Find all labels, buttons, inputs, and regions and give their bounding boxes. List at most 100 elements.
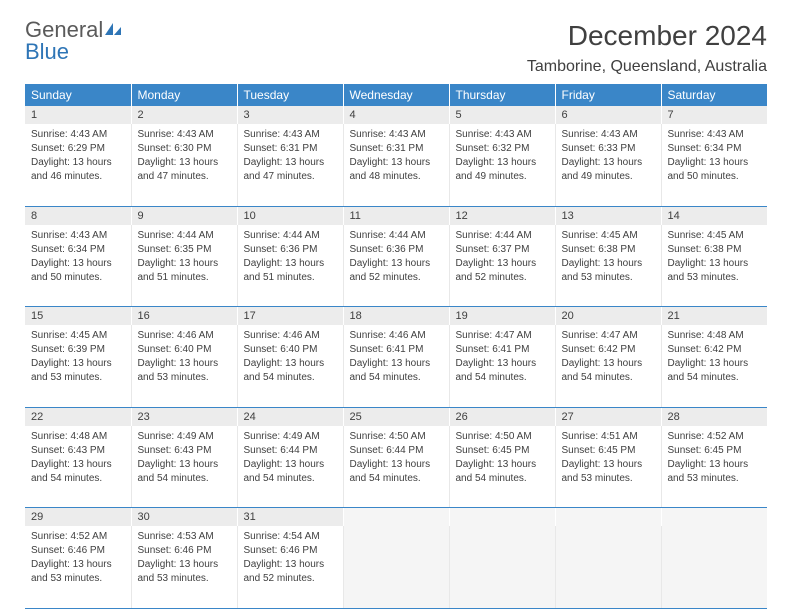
day-number: 3 xyxy=(237,106,343,124)
day-number xyxy=(449,508,555,527)
day-number: 27 xyxy=(555,407,661,426)
sunset-line: Sunset: 6:46 PM xyxy=(31,544,125,558)
week-0-daynum-row: 1234567 xyxy=(25,106,767,124)
day-cell: Sunrise: 4:53 AMSunset: 6:46 PMDaylight:… xyxy=(131,526,237,608)
calendar-table: Sunday Monday Tuesday Wednesday Thursday… xyxy=(25,84,767,609)
sunrise-line: Sunrise: 4:45 AM xyxy=(668,229,762,243)
day-number: 22 xyxy=(25,407,131,426)
sunset-line: Sunset: 6:45 PM xyxy=(562,444,655,458)
day-number xyxy=(661,508,767,527)
day-cell xyxy=(343,526,449,608)
sunset-line: Sunset: 6:31 PM xyxy=(244,142,337,156)
day-cell: Sunrise: 4:45 AMSunset: 6:39 PMDaylight:… xyxy=(25,325,131,407)
sunset-line: Sunset: 6:38 PM xyxy=(562,243,655,257)
sunrise-line: Sunrise: 4:44 AM xyxy=(244,229,337,243)
week-1-daynum-row: 891011121314 xyxy=(25,206,767,225)
day-cell: Sunrise: 4:52 AMSunset: 6:46 PMDaylight:… xyxy=(25,526,131,608)
day-number xyxy=(555,508,661,527)
daylight-line: Daylight: 13 hours and 52 minutes. xyxy=(350,257,443,285)
sunrise-line: Sunrise: 4:43 AM xyxy=(350,128,443,142)
sunrise-line: Sunrise: 4:45 AM xyxy=(31,329,125,343)
sunset-line: Sunset: 6:44 PM xyxy=(244,444,337,458)
sunrise-line: Sunrise: 4:47 AM xyxy=(456,329,549,343)
day-cell: Sunrise: 4:43 AMSunset: 6:33 PMDaylight:… xyxy=(555,124,661,206)
daylight-line: Daylight: 13 hours and 54 minutes. xyxy=(244,357,337,385)
sunset-line: Sunset: 6:30 PM xyxy=(138,142,231,156)
day-number: 6 xyxy=(555,106,661,124)
logo-text: General Blue xyxy=(25,20,123,64)
day-cell: Sunrise: 4:46 AMSunset: 6:40 PMDaylight:… xyxy=(131,325,237,407)
day-number: 26 xyxy=(449,407,555,426)
daylight-line: Daylight: 13 hours and 54 minutes. xyxy=(31,458,125,486)
sunrise-line: Sunrise: 4:43 AM xyxy=(31,128,125,142)
daylight-line: Daylight: 13 hours and 51 minutes. xyxy=(244,257,337,285)
sunrise-line: Sunrise: 4:48 AM xyxy=(668,329,762,343)
daylight-line: Daylight: 13 hours and 50 minutes. xyxy=(668,156,762,184)
daylight-line: Daylight: 13 hours and 46 minutes. xyxy=(31,156,125,184)
day-cell: Sunrise: 4:48 AMSunset: 6:42 PMDaylight:… xyxy=(661,325,767,407)
day-header-row: Sunday Monday Tuesday Wednesday Thursday… xyxy=(25,84,767,106)
day-number xyxy=(343,508,449,527)
day-number: 16 xyxy=(131,307,237,326)
day-cell: Sunrise: 4:43 AMSunset: 6:31 PMDaylight:… xyxy=(237,124,343,206)
day-number: 11 xyxy=(343,206,449,225)
day-number: 4 xyxy=(343,106,449,124)
sunset-line: Sunset: 6:29 PM xyxy=(31,142,125,156)
day-cell: Sunrise: 4:47 AMSunset: 6:41 PMDaylight:… xyxy=(449,325,555,407)
day-cell: Sunrise: 4:52 AMSunset: 6:45 PMDaylight:… xyxy=(661,426,767,508)
week-3-content-row: Sunrise: 4:48 AMSunset: 6:43 PMDaylight:… xyxy=(25,426,767,508)
sunset-line: Sunset: 6:41 PM xyxy=(456,343,549,357)
day-number: 15 xyxy=(25,307,131,326)
sunset-line: Sunset: 6:34 PM xyxy=(31,243,125,257)
daylight-line: Daylight: 13 hours and 49 minutes. xyxy=(562,156,655,184)
daylight-line: Daylight: 13 hours and 53 minutes. xyxy=(31,357,125,385)
logo: General Blue xyxy=(25,20,123,64)
day-cell: Sunrise: 4:43 AMSunset: 6:32 PMDaylight:… xyxy=(449,124,555,206)
sunset-line: Sunset: 6:32 PM xyxy=(456,142,549,156)
daylight-line: Daylight: 13 hours and 54 minutes. xyxy=(350,357,443,385)
day-cell xyxy=(555,526,661,608)
sunset-line: Sunset: 6:40 PM xyxy=(244,343,337,357)
daylight-line: Daylight: 13 hours and 53 minutes. xyxy=(138,558,231,586)
day-cell: Sunrise: 4:50 AMSunset: 6:45 PMDaylight:… xyxy=(449,426,555,508)
col-tuesday: Tuesday xyxy=(237,84,343,106)
day-number: 13 xyxy=(555,206,661,225)
day-cell xyxy=(661,526,767,608)
sunrise-line: Sunrise: 4:44 AM xyxy=(456,229,549,243)
sunset-line: Sunset: 6:46 PM xyxy=(244,544,337,558)
day-number: 23 xyxy=(131,407,237,426)
daylight-line: Daylight: 13 hours and 53 minutes. xyxy=(562,257,655,285)
week-4-daynum-row: 293031 xyxy=(25,508,767,527)
daylight-line: Daylight: 13 hours and 52 minutes. xyxy=(244,558,337,586)
col-friday: Friday xyxy=(555,84,661,106)
sunrise-line: Sunrise: 4:46 AM xyxy=(350,329,443,343)
sunrise-line: Sunrise: 4:44 AM xyxy=(138,229,231,243)
day-number: 8 xyxy=(25,206,131,225)
sunrise-line: Sunrise: 4:43 AM xyxy=(244,128,337,142)
day-number: 17 xyxy=(237,307,343,326)
sunset-line: Sunset: 6:40 PM xyxy=(138,343,231,357)
sunset-line: Sunset: 6:45 PM xyxy=(456,444,549,458)
day-cell: Sunrise: 4:44 AMSunset: 6:36 PMDaylight:… xyxy=(237,225,343,307)
daylight-line: Daylight: 13 hours and 54 minutes. xyxy=(668,357,762,385)
day-number: 12 xyxy=(449,206,555,225)
daylight-line: Daylight: 13 hours and 49 minutes. xyxy=(456,156,549,184)
week-3-daynum-row: 22232425262728 xyxy=(25,407,767,426)
day-cell: Sunrise: 4:43 AMSunset: 6:31 PMDaylight:… xyxy=(343,124,449,206)
day-cell: Sunrise: 4:43 AMSunset: 6:30 PMDaylight:… xyxy=(131,124,237,206)
col-wednesday: Wednesday xyxy=(343,84,449,106)
sunset-line: Sunset: 6:36 PM xyxy=(244,243,337,257)
sunset-line: Sunset: 6:38 PM xyxy=(668,243,762,257)
day-number: 29 xyxy=(25,508,131,527)
day-cell: Sunrise: 4:50 AMSunset: 6:44 PMDaylight:… xyxy=(343,426,449,508)
day-number: 21 xyxy=(661,307,767,326)
sunrise-line: Sunrise: 4:49 AM xyxy=(244,430,337,444)
day-number: 5 xyxy=(449,106,555,124)
day-cell: Sunrise: 4:49 AMSunset: 6:43 PMDaylight:… xyxy=(131,426,237,508)
sunrise-line: Sunrise: 4:43 AM xyxy=(668,128,762,142)
sunrise-line: Sunrise: 4:52 AM xyxy=(31,530,125,544)
sunset-line: Sunset: 6:45 PM xyxy=(668,444,762,458)
daylight-line: Daylight: 13 hours and 47 minutes. xyxy=(138,156,231,184)
day-cell: Sunrise: 4:43 AMSunset: 6:34 PMDaylight:… xyxy=(25,225,131,307)
sunset-line: Sunset: 6:46 PM xyxy=(138,544,231,558)
